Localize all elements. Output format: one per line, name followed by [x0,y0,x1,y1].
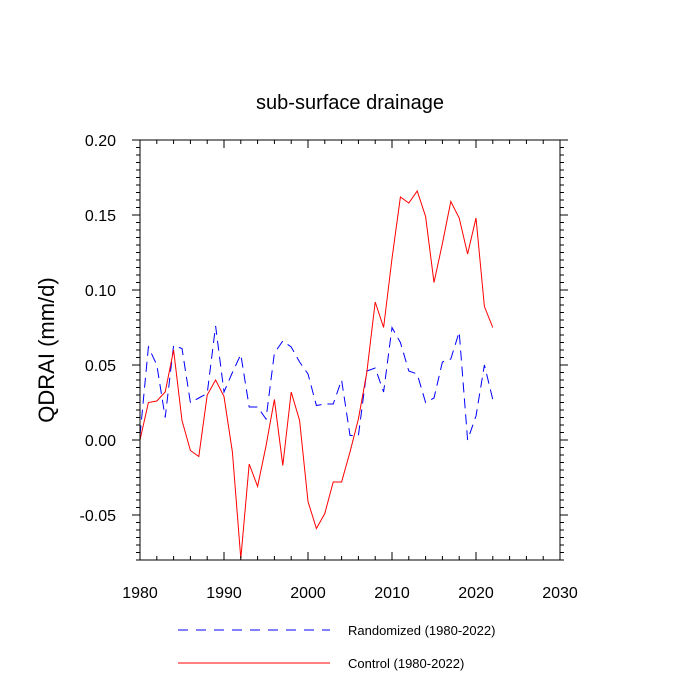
y-tick-label: 0.15 [85,208,116,225]
legend-label-0: Randomized (1980-2022) [348,623,495,638]
legend: Randomized (1980-2022) Control (1980-2022… [178,623,495,671]
x-tick-label: 1990 [206,585,242,602]
y-tick-label: 0.10 [85,283,116,300]
y-tick-label: 0.05 [85,358,116,375]
x-tick-label: 2020 [458,585,494,602]
x-tick-label: 2030 [542,585,578,602]
series-line-1 [140,189,494,559]
series-group [140,189,494,559]
y-tick-label: 0.20 [85,133,116,150]
y-tick-label: -0.05 [80,508,117,525]
x-tick-label: 2010 [374,585,410,602]
chart-title: sub-surface drainage [256,92,444,114]
plot-frame [139,139,561,561]
legend-label-1: Control (1980-2022) [348,656,464,671]
x-tick-label: 2000 [290,585,326,602]
plot-area: 1980 1990 2000 2010 2020 2030 -0.05 0.00 0.05 0.1… [80,133,578,602]
y-tick-label: 0.00 [85,433,116,450]
x-tick-label: 1980 [122,585,158,602]
series-line-0 [140,325,494,441]
y-axis-label: QDRAI (mm/d) [34,277,59,422]
